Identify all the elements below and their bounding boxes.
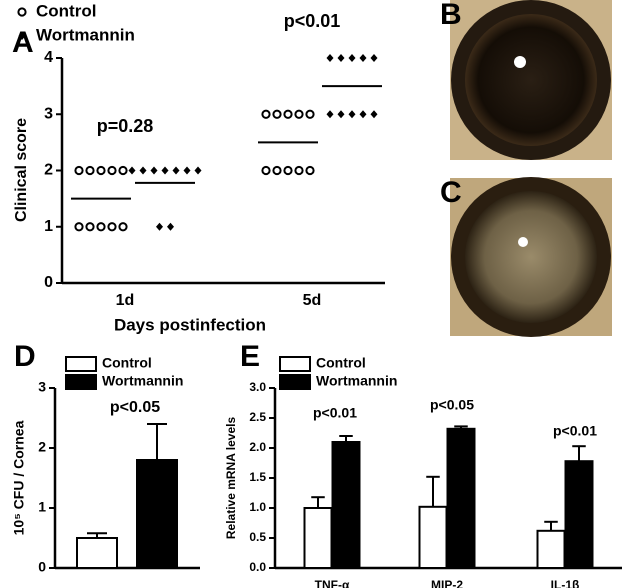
bar — [418, 505, 448, 569]
data-point — [139, 166, 147, 175]
panel-label: D — [14, 340, 36, 373]
data-point — [359, 110, 367, 119]
bar — [331, 441, 361, 569]
y-tick-label: 4 — [44, 49, 53, 66]
data-point — [261, 109, 271, 119]
y-axis-label: Relative mRNA levels — [224, 417, 238, 540]
x-tick-label: 1d — [116, 292, 135, 309]
data-point — [337, 110, 345, 119]
legend-label: Control — [36, 1, 96, 20]
data-point — [96, 165, 106, 176]
x-axis-label: Days postinfection — [114, 315, 266, 334]
data-point — [167, 222, 174, 231]
legend-swatch — [279, 374, 311, 390]
y-axis-label: Clinical score — [13, 118, 30, 222]
data-point — [96, 222, 106, 232]
annotation: p<0.05 — [110, 399, 160, 416]
legend-label: Control — [102, 355, 152, 371]
y-tick-label: 3 — [44, 105, 53, 122]
data-point — [107, 222, 117, 232]
y-tick-label: 3 — [38, 379, 46, 395]
legend-swatch — [65, 374, 97, 390]
annotation: p<0.01 — [313, 405, 357, 421]
data-point — [85, 165, 95, 176]
y-tick-label: 0 — [38, 559, 46, 575]
data-point — [74, 222, 84, 232]
y-tick-label: 0.5 — [249, 530, 266, 544]
data-point — [261, 165, 271, 176]
photo-c — [450, 177, 612, 337]
data-point — [18, 32, 26, 40]
data-point — [326, 110, 334, 119]
data-point — [294, 109, 304, 119]
data-point — [161, 166, 169, 175]
x-tick-label: IL-1β — [551, 578, 580, 588]
data-point — [283, 165, 293, 176]
photo-b — [450, 0, 612, 160]
data-point — [118, 222, 128, 232]
annotation: p<0.01 — [284, 11, 341, 31]
panel-label: C — [440, 176, 462, 209]
legend-label: Wortmannin — [36, 25, 135, 44]
legend-label: Control — [316, 355, 366, 371]
data-point — [370, 110, 378, 119]
data-point — [272, 165, 282, 176]
y-tick-label: 3.0 — [249, 380, 266, 394]
data-point — [272, 109, 282, 119]
data-point — [194, 166, 202, 175]
data-point — [85, 222, 95, 232]
bar — [536, 529, 566, 569]
data-point — [172, 166, 180, 175]
y-tick-label: 1.5 — [249, 470, 266, 484]
annotation: p=0.28 — [97, 116, 154, 136]
data-point — [183, 166, 191, 175]
y-tick-label: 1.0 — [249, 500, 266, 514]
legend-swatch — [279, 356, 311, 372]
data-point — [294, 165, 304, 176]
data-point — [150, 166, 158, 175]
y-axis-label: 10⁵ CFU / Cornea — [11, 420, 27, 535]
data-point — [74, 165, 84, 176]
data-point — [305, 109, 315, 119]
annotation: p<0.01 — [553, 423, 597, 439]
legend-swatch — [65, 356, 97, 372]
bar — [564, 460, 594, 570]
data-point — [283, 109, 293, 119]
data-point — [156, 222, 163, 231]
data-point — [359, 54, 367, 62]
y-tick-label: 1 — [44, 218, 53, 235]
data-point — [118, 165, 128, 176]
data-point — [107, 165, 117, 176]
bar — [446, 427, 476, 569]
y-tick-label: 2 — [44, 162, 53, 179]
y-tick-label: 0.0 — [249, 560, 266, 574]
panel-label: E — [240, 340, 260, 373]
data-point — [348, 54, 356, 62]
x-tick-label: 5d — [303, 292, 322, 309]
data-point — [348, 110, 356, 119]
legend-label: Wortmannin — [102, 373, 183, 389]
data-point — [128, 166, 136, 175]
y-tick-label: 1 — [38, 499, 46, 515]
x-tick-label: TNF-α — [315, 578, 350, 588]
y-tick-label: 2 — [38, 439, 46, 455]
bar — [76, 537, 118, 569]
y-tick-label: 2.5 — [249, 410, 266, 424]
data-point — [17, 7, 27, 17]
panel-label: A — [12, 26, 34, 59]
annotation: p<0.05 — [430, 397, 474, 413]
x-tick-label: MIP-2 — [431, 578, 463, 588]
data-point — [337, 54, 345, 62]
y-tick-label: 2.0 — [249, 440, 266, 454]
data-point — [370, 54, 378, 62]
y-tick-label: 0 — [44, 274, 53, 291]
data-point — [305, 165, 315, 176]
data-point — [326, 54, 334, 62]
panel-label: B — [440, 0, 462, 31]
bar — [303, 507, 333, 569]
bar — [136, 459, 178, 569]
legend-label: Wortmannin — [316, 373, 397, 389]
